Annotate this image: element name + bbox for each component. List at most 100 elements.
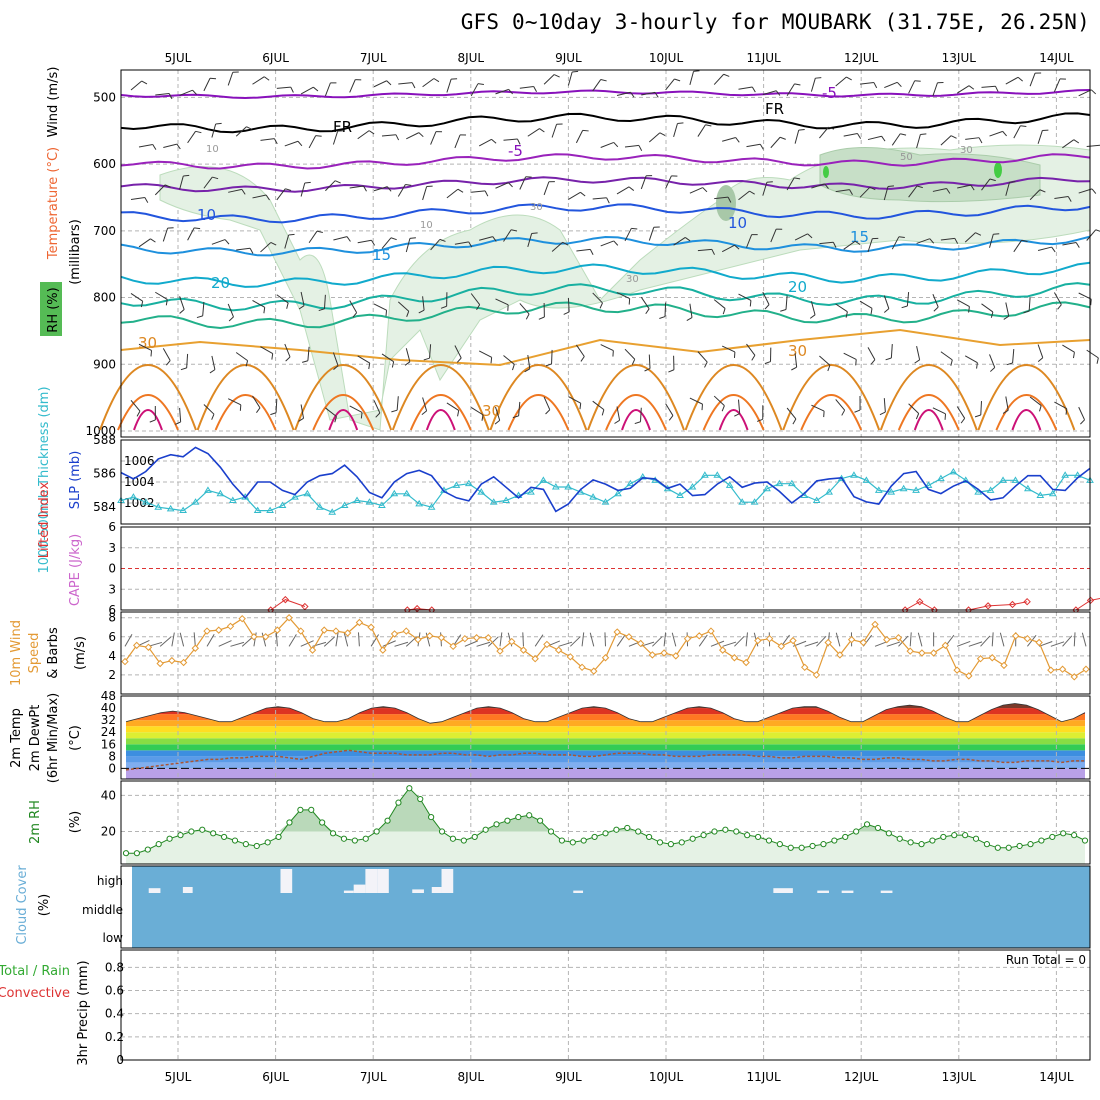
wind-barb — [470, 293, 481, 305]
wind-speed-point — [449, 642, 457, 651]
date-label-bottom: 10JUL — [649, 1070, 684, 1084]
wind-speed-point — [1058, 665, 1067, 673]
wind-barb-flag — [150, 350, 153, 357]
wind-barb-flag — [212, 176, 219, 180]
wind-barb — [746, 143, 761, 148]
wind-barb-flag — [368, 363, 371, 370]
rh-contour-label: 30 — [960, 145, 973, 156]
temperature-contour-40 — [1011, 409, 1042, 431]
wind-barb — [202, 301, 205, 316]
wind-barb — [721, 345, 736, 353]
wind-barb-flag — [165, 360, 171, 366]
wind-barb-flag — [1037, 357, 1044, 362]
high-cloud-block — [353, 884, 366, 893]
wind-speed-point — [390, 630, 399, 638]
rh-point — [460, 837, 467, 844]
wind-barb — [235, 352, 248, 362]
wind-barb-10m — [405, 636, 417, 647]
rh-point — [863, 821, 871, 828]
wind-speed-point — [531, 655, 539, 663]
wind-barb — [203, 404, 215, 415]
cape-lifted-index-panel: 6 3 0 3 6 — [108, 520, 1100, 617]
wind-barb-flag — [563, 311, 570, 315]
contour-label: 30 — [138, 334, 157, 352]
thickness-label: 1000-500mb Thickness (dm) — [37, 386, 52, 573]
temperature-contour-30 — [99, 364, 197, 431]
rh-point — [329, 830, 337, 837]
wind-barb-10m — [1027, 635, 1037, 647]
wind-barb — [810, 301, 816, 315]
high-cloud-block — [441, 869, 454, 893]
wind-barb-flag — [601, 409, 605, 416]
wind-speed-point — [801, 663, 809, 672]
rh-shaded-core — [716, 185, 736, 221]
wind-barb — [543, 181, 550, 196]
wind-barb-flag — [140, 301, 144, 308]
wind-speed-point — [308, 646, 317, 654]
cloud-level-label: low — [103, 931, 124, 945]
wind-speed-point — [367, 623, 375, 631]
wind-barb-flag — [970, 184, 975, 191]
temp-band — [126, 708, 1085, 715]
wind-barb — [332, 130, 339, 145]
y-tick-label: 900 — [93, 357, 116, 371]
wind-barb-flag — [824, 183, 829, 189]
wind-speed-point — [1011, 632, 1020, 640]
rh-point — [820, 841, 827, 848]
wind-barb-flag — [572, 70, 579, 73]
wind-speed-point — [824, 638, 832, 647]
wind-barb-flag — [270, 412, 277, 416]
wind-barb-flag — [727, 196, 732, 203]
rh-area — [126, 788, 1085, 864]
wind-barb-flag — [994, 85, 999, 92]
wind-barb-flag — [684, 237, 691, 242]
wind-barb-flag — [792, 418, 797, 425]
thickness-point — [204, 486, 212, 493]
wind-barb-flag — [264, 76, 270, 81]
wind-speed-point — [343, 629, 352, 637]
temp-band — [126, 732, 1085, 739]
thickness-point — [141, 498, 150, 505]
wind-barb — [495, 88, 509, 95]
wind-barb — [786, 83, 795, 97]
wind-barb — [357, 355, 370, 364]
cloud-cover-fill — [132, 866, 1090, 948]
wind-barb-flag — [144, 197, 149, 203]
cloud-level-label: middle — [82, 903, 123, 917]
wind-barb — [422, 78, 435, 88]
contour-label: 30 — [788, 342, 807, 360]
wind-barb-flag — [477, 83, 484, 85]
wind-barb — [236, 247, 251, 251]
thickness-point — [949, 467, 958, 475]
wind-barb-10m — [569, 636, 581, 647]
wind-barb — [276, 294, 289, 304]
rh-point — [1027, 841, 1034, 848]
wind-barb-flag — [494, 419, 501, 425]
wind-barb — [381, 134, 396, 137]
rh-contour-label: 30 — [530, 202, 543, 213]
wind-barb-10m — [179, 632, 185, 647]
wind-barb-10m — [382, 640, 396, 647]
wind-barb-flag — [286, 302, 289, 309]
wind-speed-point — [461, 634, 469, 643]
rh-point — [340, 835, 348, 842]
wind-barb — [357, 130, 370, 140]
contour-label: 10 — [197, 206, 216, 224]
rh-point — [220, 833, 228, 841]
date-label-top: 14JUL — [1039, 51, 1074, 65]
rh-point — [449, 835, 457, 842]
date-label-top: 11JUL — [746, 51, 781, 65]
thickness-point — [850, 471, 858, 478]
upper-temp-label: Temperature (°C) — [46, 147, 61, 260]
wind-barb-10m — [323, 636, 335, 647]
wind-barb — [503, 355, 515, 365]
wind-barb-flag — [929, 238, 935, 244]
wind-barb — [843, 352, 857, 360]
thickness-point — [825, 488, 833, 495]
slp-line — [120, 446, 1091, 513]
wind-barb — [308, 135, 317, 149]
wind-barb-flag — [391, 409, 398, 413]
wind-barb-flag — [352, 312, 358, 318]
rh-point — [907, 839, 914, 846]
